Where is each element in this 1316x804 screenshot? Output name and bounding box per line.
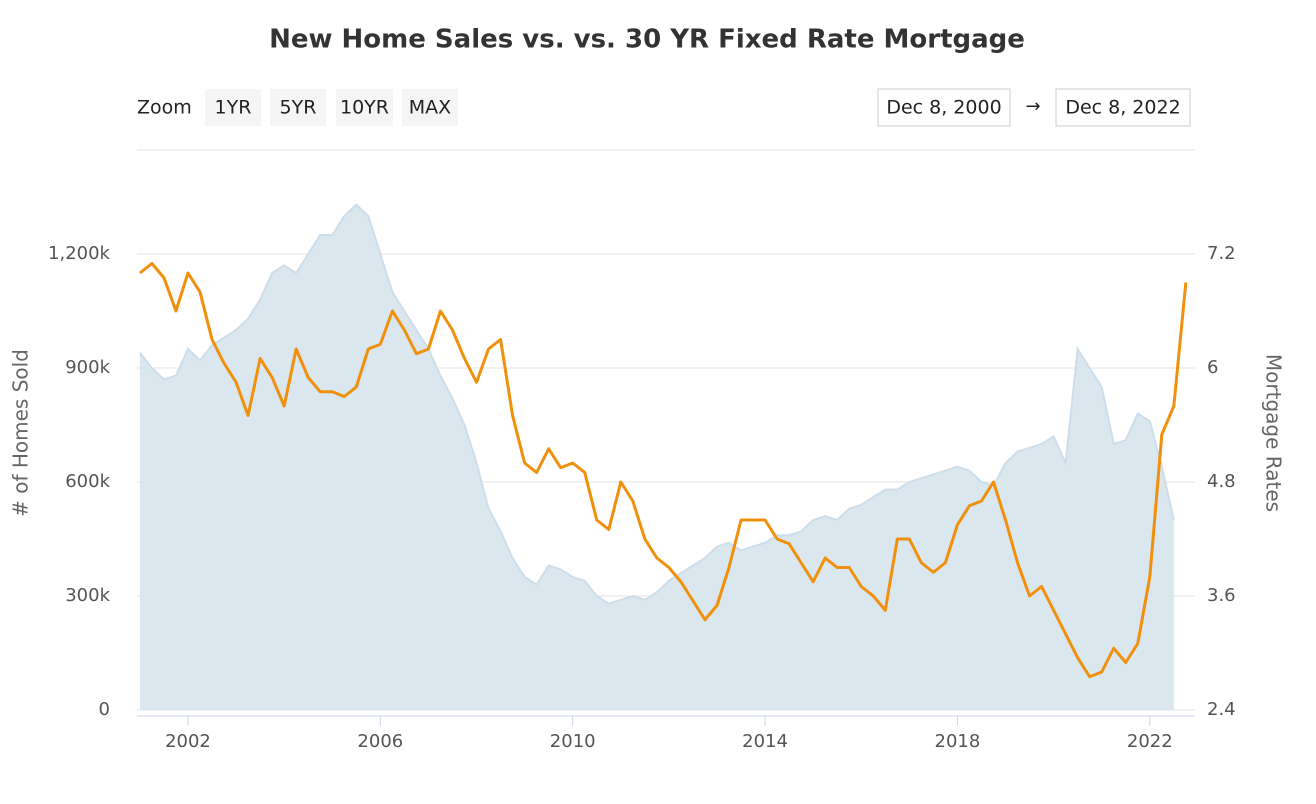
zoom-button[interactable] <box>402 89 458 126</box>
y2-tick-label: 7.2 <box>1207 243 1236 264</box>
y2-tick-label: 2.4 <box>1207 699 1236 720</box>
x-tick-label: 2002 <box>165 731 211 752</box>
x-tick-label: 2022 <box>1127 731 1173 752</box>
y-axis-title: # of Homes Sold <box>9 349 33 517</box>
zoom-label: Zoom <box>137 97 192 119</box>
range-from[interactable]: Dec 8, 2000 <box>886 97 1001 119</box>
area-fill <box>139 204 1174 710</box>
line <box>138 262 1188 679</box>
y-tick-label: 300k <box>65 585 110 606</box>
y2-tick-label: 6 <box>1207 357 1218 378</box>
y2-tick-label: 3.6 <box>1207 585 1236 606</box>
y-tick-label: 900k <box>65 357 110 378</box>
zoom-button[interactable] <box>205 89 261 126</box>
area-edge <box>139 203 1175 605</box>
y-tick-label: 600k <box>65 471 110 492</box>
range-from-box[interactable] <box>877 88 1011 127</box>
range-to[interactable]: Dec 8, 2022 <box>1065 97 1180 119</box>
x-tick-label: 2014 <box>742 731 788 752</box>
range-to-box[interactable] <box>1055 88 1191 127</box>
x-tick-label: 2006 <box>357 731 403 752</box>
zoom-button[interactable] <box>336 89 393 126</box>
zoom-button-label[interactable]: 1YR <box>215 97 252 119</box>
y2-tick-label: 4.8 <box>1207 471 1236 492</box>
zoom-button-label[interactable]: MAX <box>409 97 451 119</box>
chart-title: New Home Sales vs. vs. 30 YR Fixed Rate … <box>269 25 1025 55</box>
y-tick-label: 1,200k <box>48 243 111 264</box>
x-tick-label: 2018 <box>935 731 981 752</box>
y2-axis-title: Mortgage Rates <box>1262 354 1286 512</box>
zoom-button-label[interactable]: 10YR <box>340 97 389 119</box>
range-arrow: → <box>1025 96 1040 117</box>
y-tick-label: 0 <box>99 699 110 720</box>
zoom-buttons: 1YR 5YR 10YR MAX <box>205 89 458 126</box>
zoom-button-label[interactable]: 5YR <box>280 97 317 119</box>
zoom-button[interactable] <box>270 89 326 126</box>
x-tick-label: 2010 <box>550 731 596 752</box>
